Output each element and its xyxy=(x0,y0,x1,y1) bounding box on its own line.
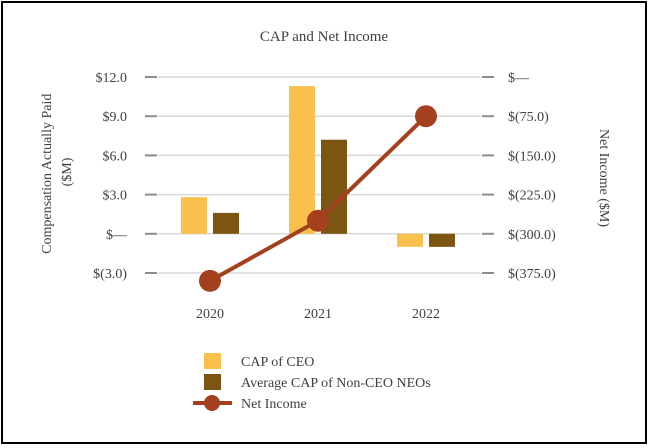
x-axis-ticks: 2020 2021 2022 xyxy=(196,307,440,322)
left-axis-label-line-1: Compensation Actually Paid xyxy=(40,94,55,254)
left-tick-label: $— xyxy=(106,228,128,243)
left-axis-label-line-2: ($M) xyxy=(60,157,75,186)
right-tick-label: $(375.0) xyxy=(508,267,556,282)
left-tick-label: $12.0 xyxy=(96,71,128,86)
x-tick-label-2022: 2022 xyxy=(412,307,440,322)
net-income-point-2022 xyxy=(415,105,437,128)
right-tick-label: $(225.0) xyxy=(508,189,556,204)
bar-average-cap-of-non-ceo-neos-2022 xyxy=(429,233,455,247)
legend-label-net-income: Net Income xyxy=(241,397,307,412)
net-income-point-2021 xyxy=(307,209,329,232)
bar-average-cap-of-non-ceo-neos-2020 xyxy=(213,212,239,234)
legend: CAP of CEO Average CAP of Non-CEO NEOs Net… xyxy=(193,353,431,412)
left-axis-label: Compensation Actually Paid ($M) xyxy=(40,90,75,254)
x-tick-label-2020: 2020 xyxy=(196,307,224,322)
left-tick-label: $9.0 xyxy=(103,110,128,125)
right-axis-label: Net Income ($M) xyxy=(596,129,611,227)
net-income-line xyxy=(199,105,437,292)
bar-cap-of-ceo-2021 xyxy=(289,86,315,234)
right-tick-label: $(150.0) xyxy=(508,149,556,164)
legend-label-average-cap-of-non-ceo-neos: Average CAP of Non-CEO NEOs xyxy=(241,376,431,391)
right-tick-label: $— xyxy=(508,71,530,86)
left-tick-label: $3.0 xyxy=(103,189,128,204)
right-tick-label: $(75.0) xyxy=(508,110,549,125)
legend-swatch-marker-net-income xyxy=(204,395,220,411)
chart-frame xyxy=(1,1,647,444)
left-tick-label: $(3.0) xyxy=(93,267,127,282)
x-tick-label-2021: 2021 xyxy=(304,307,332,322)
right-axis-ticks: $— $(75.0) $(150.0) $(225.0) $(300.0) $(375.0… xyxy=(482,71,556,282)
chart-title: CAP and Net Income xyxy=(260,29,389,45)
net-income-point-2020 xyxy=(199,269,221,292)
left-tick-label: $6.0 xyxy=(103,149,128,164)
net-income-line-path xyxy=(209,114,428,283)
bar-cap-of-ceo-2020 xyxy=(181,197,207,234)
legend-label-cap-of-ceo: CAP of CEO xyxy=(241,355,314,370)
right-tick-label: $(300.0) xyxy=(508,228,556,243)
legend-swatch-cap-of-ceo xyxy=(204,353,221,369)
left-axis-ticks: $12.0 $9.0 $6.0 $3.0 $— $(3.0) xyxy=(93,71,157,282)
bar-cap-of-ceo-2022 xyxy=(397,233,423,247)
legend-swatch-average-cap-of-non-ceo-neos xyxy=(204,374,221,390)
